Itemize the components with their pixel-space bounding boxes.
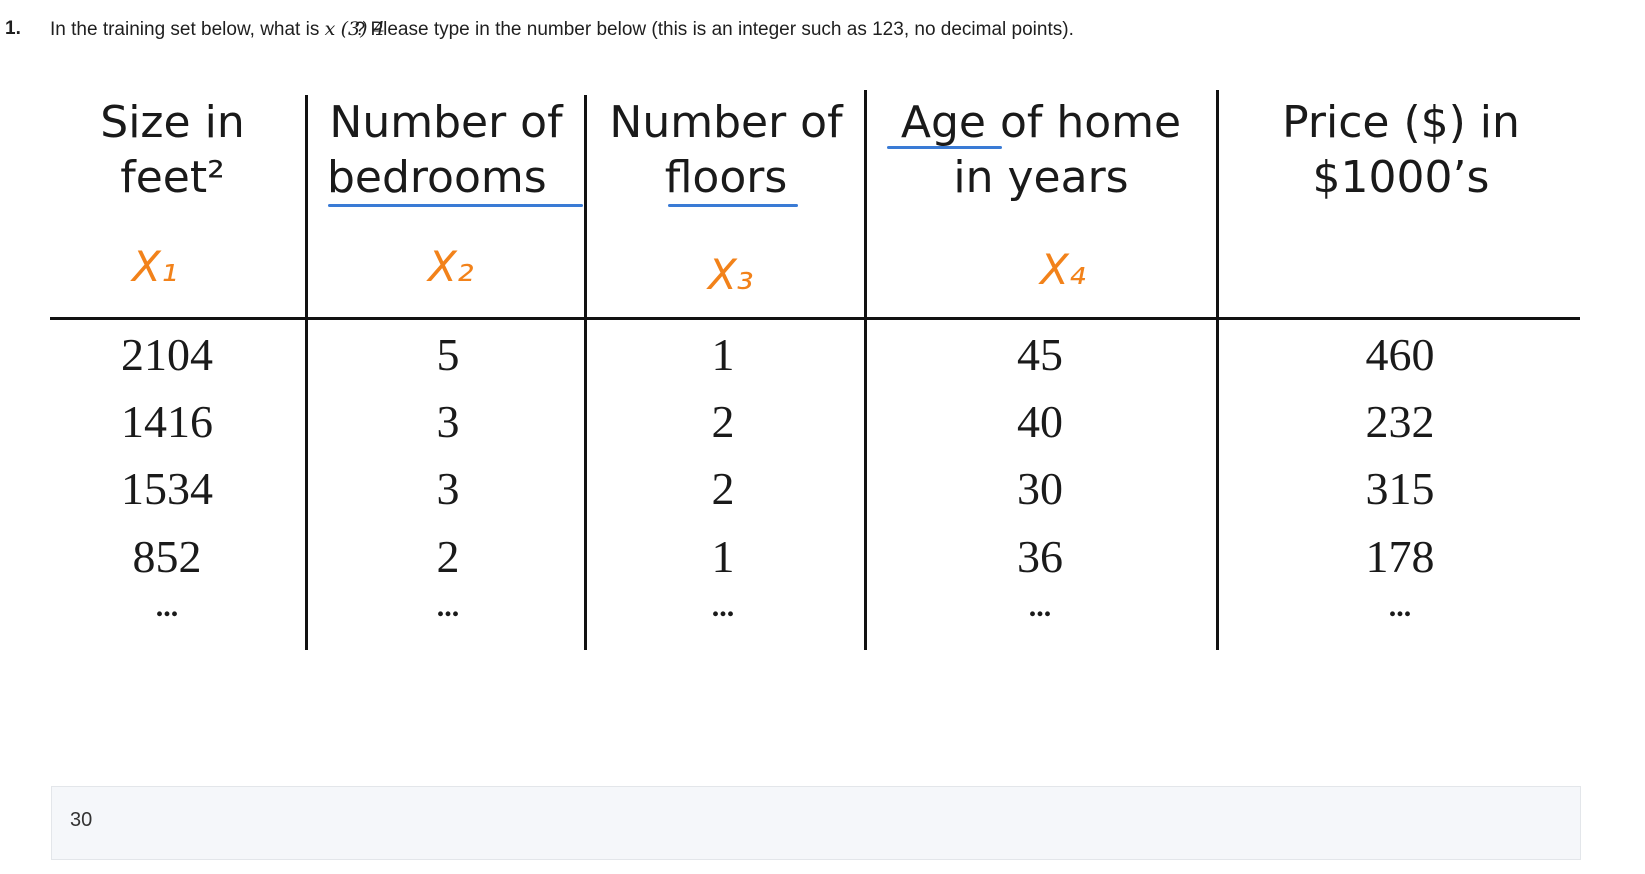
header-bedrooms: Number of bedrooms — [312, 95, 580, 205]
bedrooms-underline — [328, 204, 583, 207]
table-cell: ... — [436, 590, 460, 623]
header-floors-line2: floors — [664, 152, 788, 203]
answer-input[interactable]: 30 — [51, 786, 1581, 860]
math-superscript: (3) — [340, 18, 368, 40]
header-divider — [50, 317, 1580, 320]
question-text-before: In the training set below, what is — [50, 19, 320, 40]
column-divider — [1216, 90, 1219, 650]
header-age-line1: Age of home — [900, 97, 1182, 148]
column-divider — [305, 95, 308, 650]
table-cell: 1534 — [121, 463, 213, 514]
header-size-line2: feet² — [120, 152, 225, 203]
header-age: Age of home in years — [870, 95, 1212, 205]
column-divider — [584, 95, 587, 650]
header-price: Price ($) in $1000’s — [1222, 95, 1580, 205]
var-x4: X₄ — [1040, 245, 1086, 294]
header-size: Size in feet² — [60, 95, 285, 205]
header-bedrooms-line2: bedrooms — [327, 152, 547, 203]
math-expression: x (3) 4 — [324, 18, 385, 41]
table-cell: 1416 — [121, 396, 213, 447]
table-cell: ... — [1388, 590, 1412, 623]
question-number: 1. — [5, 18, 21, 39]
header-price-line2: $1000’s — [1312, 152, 1490, 203]
table-cell: 460 — [1365, 329, 1435, 380]
table-cell: 315 — [1365, 463, 1435, 514]
question-text-after: ? Please type in the number below (this … — [354, 19, 1074, 40]
header-floors: Number of floors — [590, 95, 862, 205]
question-text: In the training set below, what is x (3)… — [50, 18, 1074, 41]
table-cell: 178 — [1365, 531, 1435, 582]
header-age-line2: in years — [953, 152, 1129, 203]
header-bedrooms-line1: Number of — [329, 97, 563, 148]
table-cell: ... — [711, 590, 735, 623]
answer-value: 30 — [70, 809, 93, 831]
var-x3: X₃ — [708, 250, 754, 299]
table-cell: 852 — [132, 531, 202, 582]
table-cell: 3 — [436, 463, 460, 514]
table-cell: 2 — [436, 531, 460, 582]
table-cell: 2 — [711, 396, 735, 447]
table-cell: 5 — [436, 329, 460, 380]
floors-underline — [668, 204, 798, 207]
table-cell: 30 — [1017, 463, 1063, 514]
table-cell: 2104 — [121, 329, 213, 380]
table-cell: 2 — [711, 463, 735, 514]
table-cell: ... — [155, 590, 179, 623]
math-base: x — [324, 18, 336, 40]
header-floors-line1: Number of — [609, 97, 843, 148]
table-cell: 232 — [1365, 396, 1435, 447]
age-underline — [887, 146, 1002, 149]
table-cell: 40 — [1017, 396, 1063, 447]
table-cell: 3 — [436, 396, 460, 447]
column-divider — [864, 90, 867, 650]
math-subscript: 4 — [372, 18, 385, 40]
var-x2: X₂ — [428, 242, 474, 291]
table-cell: ... — [1028, 590, 1052, 623]
header-size-line1: Size in — [100, 97, 245, 148]
table-cell: 36 — [1017, 531, 1063, 582]
header-price-line1: Price ($) in — [1282, 97, 1520, 148]
table-cell: 1 — [711, 329, 735, 380]
var-x1: X₁ — [132, 242, 178, 291]
table-cell: 45 — [1017, 329, 1063, 380]
table-cell: 1 — [711, 531, 735, 582]
